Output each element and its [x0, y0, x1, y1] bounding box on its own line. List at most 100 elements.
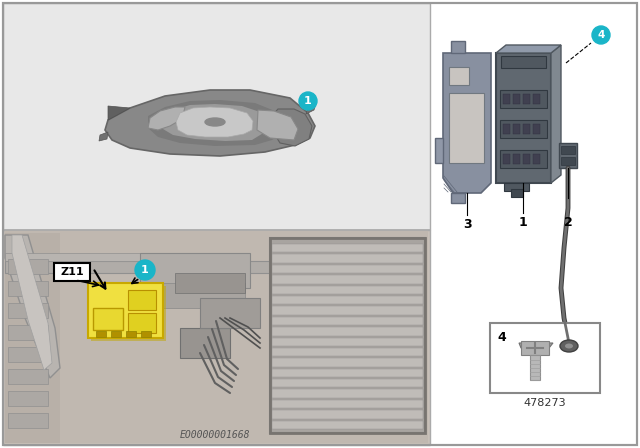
Circle shape [135, 260, 155, 280]
Polygon shape [5, 235, 60, 378]
Bar [272, 285, 423, 294]
Bar [8, 391, 48, 406]
Polygon shape [162, 104, 267, 141]
FancyBboxPatch shape [54, 263, 90, 281]
Bar [523, 124, 530, 134]
Bar [270, 238, 425, 433]
Bar [272, 317, 423, 325]
Bar [513, 154, 520, 164]
Bar [533, 94, 540, 104]
Bar [93, 308, 123, 330]
Circle shape [299, 92, 317, 110]
Bar [513, 124, 520, 134]
Polygon shape [99, 132, 108, 141]
Bar [128, 290, 156, 310]
Bar [8, 369, 48, 384]
Polygon shape [270, 109, 312, 146]
Text: EO0000001668: EO0000001668 [180, 430, 250, 440]
Polygon shape [105, 90, 315, 156]
Polygon shape [176, 107, 253, 137]
Text: 3: 3 [463, 218, 471, 231]
Bar [128, 313, 156, 333]
Bar [270, 238, 425, 433]
Polygon shape [451, 41, 465, 53]
Bar [175, 273, 245, 293]
Bar [449, 67, 469, 85]
Bar [272, 306, 423, 315]
Bar [272, 296, 423, 304]
Bar [272, 369, 423, 377]
Text: 478273: 478273 [524, 398, 566, 408]
Bar [272, 400, 423, 408]
Bar [521, 341, 549, 355]
Polygon shape [148, 100, 283, 146]
Bar [272, 275, 423, 284]
Bar [272, 410, 423, 418]
Bar [5, 233, 60, 443]
Polygon shape [443, 53, 491, 193]
Text: 1: 1 [304, 96, 312, 106]
Text: 2: 2 [564, 216, 572, 229]
Polygon shape [108, 106, 130, 120]
Bar [561, 146, 575, 154]
Polygon shape [306, 104, 316, 114]
Bar [8, 303, 48, 318]
Bar [8, 325, 48, 340]
Polygon shape [496, 53, 551, 183]
Bar [272, 358, 423, 366]
Bar [140, 253, 250, 288]
Bar [511, 189, 523, 197]
Text: Z11: Z11 [60, 267, 84, 277]
Bar [141, 331, 151, 337]
Polygon shape [435, 138, 443, 163]
Circle shape [592, 26, 610, 44]
Bar [513, 94, 520, 104]
Bar [272, 421, 423, 429]
Bar [272, 254, 423, 263]
Bar [272, 337, 423, 346]
Polygon shape [519, 343, 553, 348]
Bar [88, 283, 163, 338]
Bar [533, 154, 540, 164]
Bar [272, 389, 423, 398]
Polygon shape [496, 45, 561, 53]
Text: 4: 4 [597, 30, 605, 40]
Bar [504, 183, 529, 191]
Bar [145, 283, 245, 308]
Bar [449, 93, 484, 163]
Bar [8, 347, 48, 362]
Bar [500, 90, 547, 108]
Text: 4: 4 [497, 331, 506, 344]
Bar [272, 244, 423, 252]
Bar [503, 154, 510, 164]
Bar [530, 355, 540, 380]
Bar [501, 56, 546, 68]
Bar [8, 413, 48, 428]
Polygon shape [12, 235, 52, 370]
Bar [180, 328, 230, 358]
Bar [126, 331, 136, 337]
Bar [8, 281, 48, 296]
Bar [503, 124, 510, 134]
Bar [503, 94, 510, 104]
Text: 1: 1 [141, 265, 149, 275]
Bar [272, 265, 423, 273]
Bar [561, 157, 575, 165]
Polygon shape [257, 110, 298, 140]
Bar [91, 286, 166, 341]
Bar [272, 348, 423, 356]
Bar [533, 124, 540, 134]
Polygon shape [451, 193, 465, 203]
Bar [111, 331, 121, 337]
Bar [272, 327, 423, 336]
Ellipse shape [565, 344, 573, 349]
Bar [523, 154, 530, 164]
Bar [5, 261, 285, 273]
Text: 1: 1 [518, 216, 527, 229]
Bar [8, 259, 48, 274]
Polygon shape [148, 107, 185, 130]
Bar [3, 3, 430, 230]
Ellipse shape [560, 340, 578, 352]
Bar [432, 3, 637, 445]
Bar [96, 331, 106, 337]
